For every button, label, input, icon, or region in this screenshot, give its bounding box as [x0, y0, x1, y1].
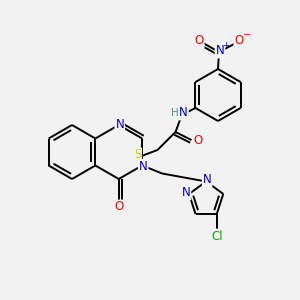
Text: +: +: [222, 40, 230, 50]
Text: −: −: [243, 30, 251, 40]
Text: N: N: [116, 118, 124, 130]
Text: N: N: [139, 160, 148, 173]
Text: S: S: [134, 148, 141, 161]
Text: H: H: [171, 108, 178, 118]
Text: O: O: [194, 134, 203, 148]
Text: O: O: [234, 34, 244, 46]
Text: N: N: [203, 173, 212, 186]
Text: Cl: Cl: [211, 230, 223, 243]
Text: N: N: [179, 106, 188, 119]
Text: O: O: [114, 200, 123, 214]
Text: O: O: [194, 34, 204, 47]
Text: N: N: [216, 44, 224, 58]
Text: N: N: [182, 186, 190, 200]
